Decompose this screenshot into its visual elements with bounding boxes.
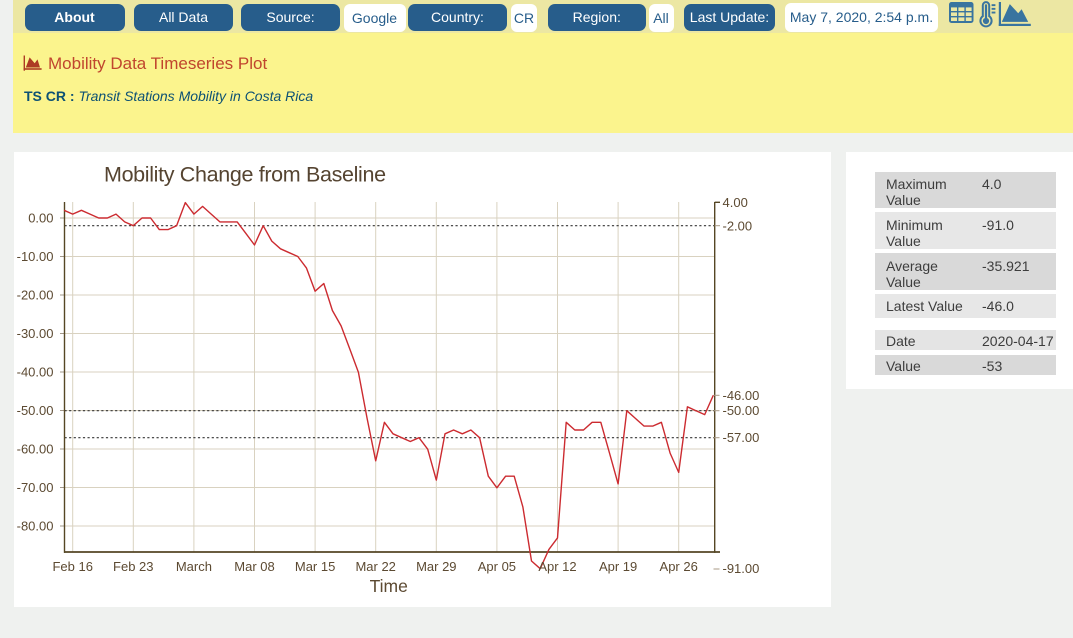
svg-text:0.00: 0.00 xyxy=(28,210,53,225)
svg-text:4.00: 4.00 xyxy=(723,195,748,210)
svg-text:Apr 19: Apr 19 xyxy=(599,559,637,574)
svg-text:-40.00: -40.00 xyxy=(17,364,54,379)
svg-text:Apr 12: Apr 12 xyxy=(538,559,576,574)
svg-text:Feb 23: Feb 23 xyxy=(113,559,153,574)
svg-text:-10.00: -10.00 xyxy=(17,249,54,264)
svg-text:Mobility Change from Baseline: Mobility Change from Baseline xyxy=(104,163,386,187)
svg-text:Mar 15: Mar 15 xyxy=(295,559,335,574)
svg-text:-50.00: -50.00 xyxy=(17,403,54,418)
svg-text:-20.00: -20.00 xyxy=(17,287,54,302)
svg-text:Apr 26: Apr 26 xyxy=(660,559,698,574)
svg-text:-60.00: -60.00 xyxy=(17,441,54,456)
svg-text:Apr 05: Apr 05 xyxy=(478,559,516,574)
svg-text:Feb 16: Feb 16 xyxy=(52,559,92,574)
svg-text:-46.00: -46.00 xyxy=(723,388,760,403)
svg-text:-80.00: -80.00 xyxy=(17,518,54,533)
svg-text:-91.00: -91.00 xyxy=(723,561,760,576)
svg-text:-70.00: -70.00 xyxy=(17,480,54,495)
svg-text:Mar 29: Mar 29 xyxy=(416,559,456,574)
svg-text:Mar 08: Mar 08 xyxy=(234,559,274,574)
svg-text:Mar 22: Mar 22 xyxy=(355,559,395,574)
svg-text:-2.00: -2.00 xyxy=(723,218,753,233)
svg-text:Time: Time xyxy=(370,576,408,596)
svg-text:-30.00: -30.00 xyxy=(17,326,54,341)
svg-text:-50.00: -50.00 xyxy=(723,403,760,418)
svg-text:-57.00: -57.00 xyxy=(723,430,760,445)
svg-text:March: March xyxy=(176,559,212,574)
